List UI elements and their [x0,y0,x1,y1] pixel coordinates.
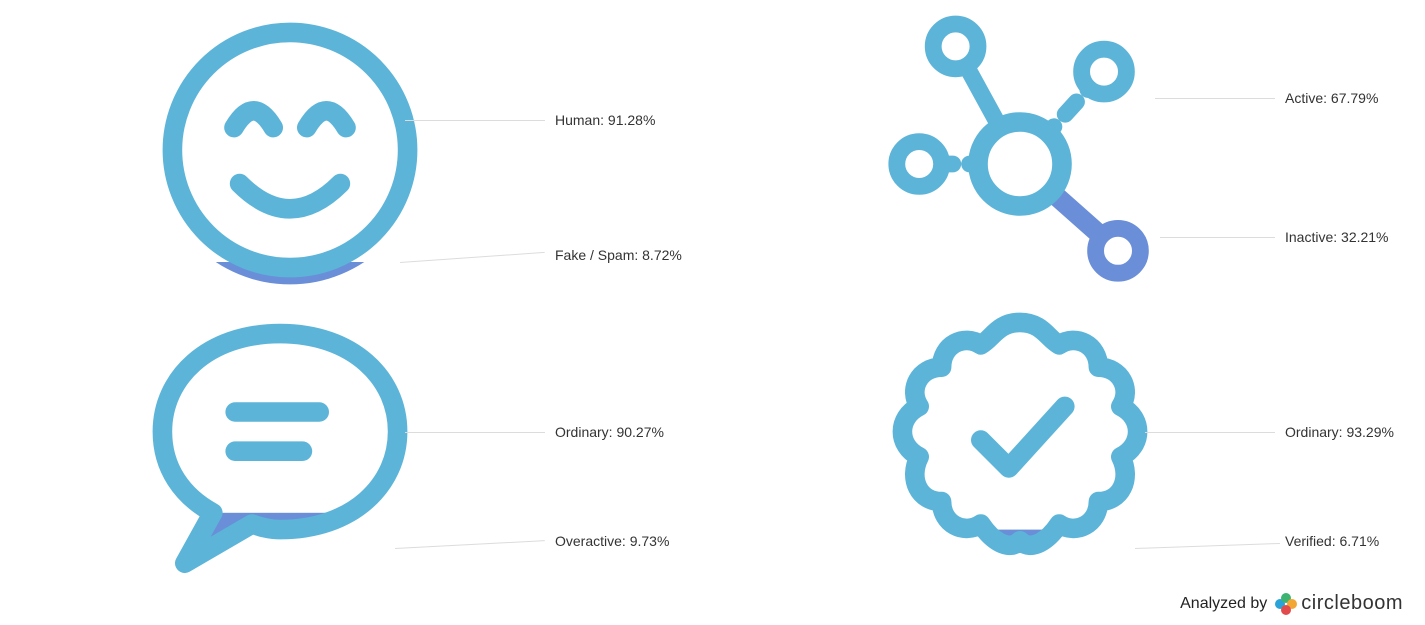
speech-icon [140,300,420,580]
footer: Analyzed by circleboom [1180,592,1403,615]
infographic-canvas: Human: 91.28% Fake / Spam: 8.72% Active:… [0,0,1425,625]
network-icon [880,10,1160,290]
footer-prefix: Analyzed by [1180,595,1267,613]
panel-verify-icon [880,300,1160,580]
panel-quality-icon [150,10,430,290]
label-activity-0: Active: 67.79% [1285,90,1378,106]
label-verify-1: Verified: 6.71% [1285,533,1379,549]
panel-activity-icon [880,10,1160,290]
label-quality-0: Human: 91.28% [555,112,655,128]
leader-line [1160,237,1275,238]
label-talk-0: Ordinary: 90.27% [555,424,664,440]
label-talk-1: Overactive: 9.73% [555,533,669,549]
panel-talk-icon [140,300,420,580]
brand: circleboom [1275,592,1403,615]
leader-line [1155,98,1275,99]
brand-name: circleboom [1301,592,1403,615]
brand-logo-icon [1275,593,1297,615]
leader-line [405,120,545,121]
leader-line [405,432,545,433]
label-verify-0: Ordinary: 93.29% [1285,424,1394,440]
smiley-icon [150,10,430,290]
leader-line [1145,432,1275,433]
label-activity-1: Inactive: 32.21% [1285,229,1389,245]
label-quality-1: Fake / Spam: 8.72% [555,247,682,263]
badge-icon [880,300,1160,580]
